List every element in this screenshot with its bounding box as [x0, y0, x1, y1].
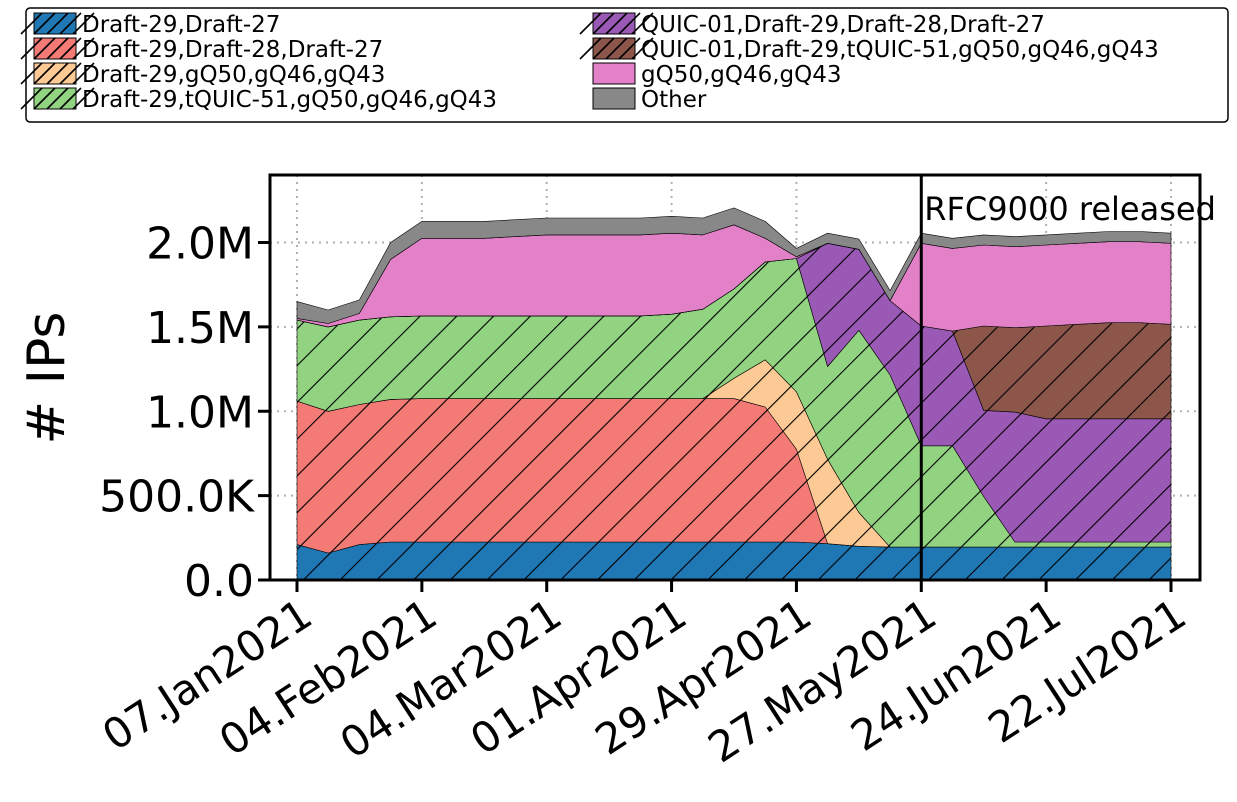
y-tick-label: 2.0M: [146, 219, 254, 270]
legend-swatch: [592, 62, 636, 85]
legend-swatch: [592, 87, 636, 110]
y-tick-label: 500.0K: [99, 472, 255, 523]
area-series-1: [296, 541, 1172, 580]
legend-label: QUIC-01,Draft-29,tQUIC-51,gQ50,gQ46,gQ43: [641, 37, 1159, 63]
legend-item: QUIC-01,Draft-29,tQUIC-51,gQ50,gQ46,gQ43: [579, 37, 1159, 63]
plot-area: 07.Jan202104.Feb202104.Mar202101.Apr2021…: [17, 173, 1216, 772]
legend-item: gQ50,gQ46,gQ43: [592, 62, 842, 88]
legend-item: Draft-29,Draft-28,Draft-27: [20, 37, 383, 63]
area-series-8: [296, 207, 1172, 324]
y-tick-label: 1.5M: [146, 303, 254, 354]
legend-label: Draft-29,Draft-27: [82, 12, 280, 38]
legend-label: Other: [641, 87, 707, 113]
legend-label: Draft-29,Draft-28,Draft-27: [82, 37, 383, 63]
legend-item: Draft-29,Draft-27: [20, 12, 280, 38]
axes-frame: [268, 173, 1202, 582]
legend-label: Draft-29,gQ50,gQ46,gQ43: [82, 62, 385, 88]
y-tick-label: 0.0: [184, 556, 254, 607]
legend-item: QUIC-01,Draft-29,Draft-28,Draft-27: [579, 12, 1045, 38]
legend-item: Draft-29,gQ50,gQ46,gQ43: [20, 62, 385, 88]
annotation-label: RFC9000 released: [924, 190, 1216, 228]
legend-label: Draft-29,tQUIC-51,gQ50,gQ46,gQ43: [82, 87, 497, 113]
legend-item: Draft-29,tQUIC-51,gQ50,gQ46,gQ43: [20, 87, 497, 113]
legend-label: QUIC-01,Draft-29,Draft-28,Draft-27: [641, 12, 1045, 38]
legend-label: gQ50,gQ46,gQ43: [641, 62, 842, 88]
legend-item: Other: [592, 87, 707, 113]
y-tick-label: 1.0M: [146, 387, 254, 438]
y-axis-label: # IPs: [17, 312, 77, 445]
legend: Draft-29,Draft-27Draft-29,Draft-28,Draft…: [20, 7, 1229, 123]
